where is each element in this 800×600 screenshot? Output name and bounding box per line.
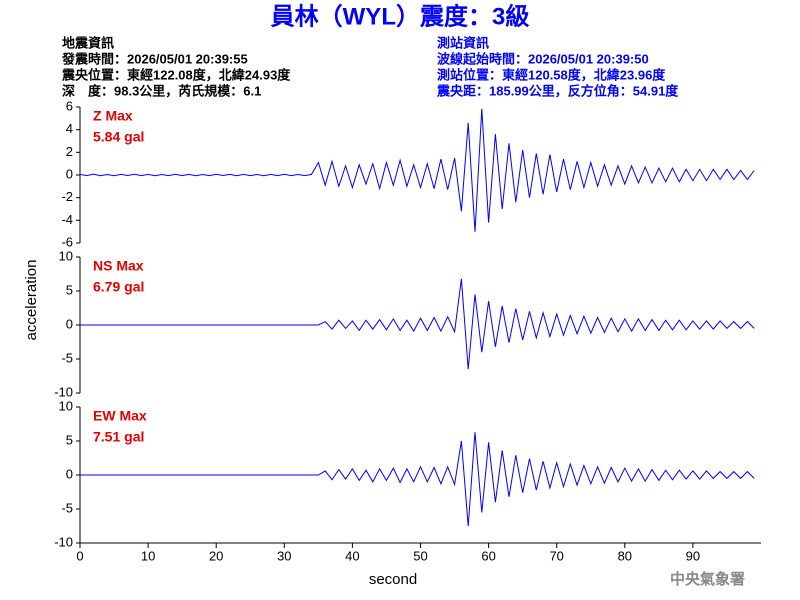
- info-line: 波線起始時間：2026/05/01 20:39:50: [437, 51, 649, 66]
- y-tick-label: 2: [66, 144, 73, 159]
- info-line: 地震資訊: [62, 35, 114, 50]
- x-tick-label: 40: [345, 548, 359, 563]
- x-tick-label: 70: [549, 548, 563, 563]
- x-tick-label: 50: [413, 548, 427, 563]
- waveform: [79, 108, 755, 232]
- x-tick-label: 30: [277, 548, 291, 563]
- panel-name: Z Max: [93, 108, 133, 124]
- panel-max: 5.84 gal: [93, 129, 144, 145]
- y-tick-label: 4: [66, 121, 73, 136]
- info-line: 測站資訊: [437, 35, 489, 50]
- y-axis-label: acceleration: [23, 260, 40, 341]
- panel-name: EW Max: [93, 408, 147, 424]
- y-tick-label: 0: [66, 466, 73, 481]
- y-tick-label: 0: [66, 166, 73, 181]
- y-tick-label: -10: [54, 384, 73, 399]
- y-tick-label: 0: [66, 316, 73, 331]
- y-tick-label: -6: [61, 234, 73, 249]
- x-tick-label: 90: [686, 548, 700, 563]
- x-tick-label: 80: [618, 548, 632, 563]
- y-tick-label: 10: [59, 398, 73, 413]
- chart-title: 員林（WYL）震度：3級: [270, 2, 530, 30]
- info-line: 震央距：185.99公里，反方位角：54.91度: [436, 83, 679, 98]
- y-tick-label: 10: [59, 248, 73, 263]
- y-tick-label: -4: [61, 212, 73, 227]
- x-axis-label: second: [369, 571, 417, 588]
- x-tick-label: 10: [141, 548, 155, 563]
- y-tick-label: 5: [66, 282, 73, 297]
- info-line: 震央位置：東經122.08度，北緯24.93度: [61, 67, 291, 82]
- info-line: 發震時間：2026/05/01 20:39:55: [61, 51, 248, 66]
- info-line: 深 度：98.3公里，芮氏規模：6.1: [62, 83, 261, 98]
- y-tick-label: 6: [66, 98, 73, 113]
- waveform: [80, 278, 755, 370]
- y-tick-label: -10: [54, 534, 73, 549]
- panel-name: NS Max: [93, 258, 144, 274]
- y-tick-label: -5: [61, 350, 73, 365]
- waveform: [80, 432, 755, 527]
- x-tick-label: 20: [209, 548, 223, 563]
- x-tick-label: 0: [76, 548, 83, 563]
- y-tick-label: -5: [61, 500, 73, 515]
- panel-max: 6.79 gal: [93, 279, 144, 295]
- y-tick-label: 5: [66, 432, 73, 447]
- panel-max: 7.51 gal: [93, 429, 144, 445]
- y-tick-label: -2: [61, 189, 73, 204]
- info-line: 測站位置：東經120.58度，北緯23.96度: [437, 67, 666, 82]
- x-tick-label: 60: [481, 548, 495, 563]
- footer: 中央氣象署: [670, 570, 745, 588]
